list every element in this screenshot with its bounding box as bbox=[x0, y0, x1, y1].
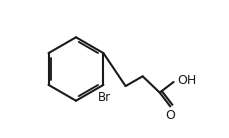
Text: O: O bbox=[164, 109, 174, 122]
Text: Br: Br bbox=[97, 91, 110, 104]
Text: OH: OH bbox=[177, 74, 196, 87]
